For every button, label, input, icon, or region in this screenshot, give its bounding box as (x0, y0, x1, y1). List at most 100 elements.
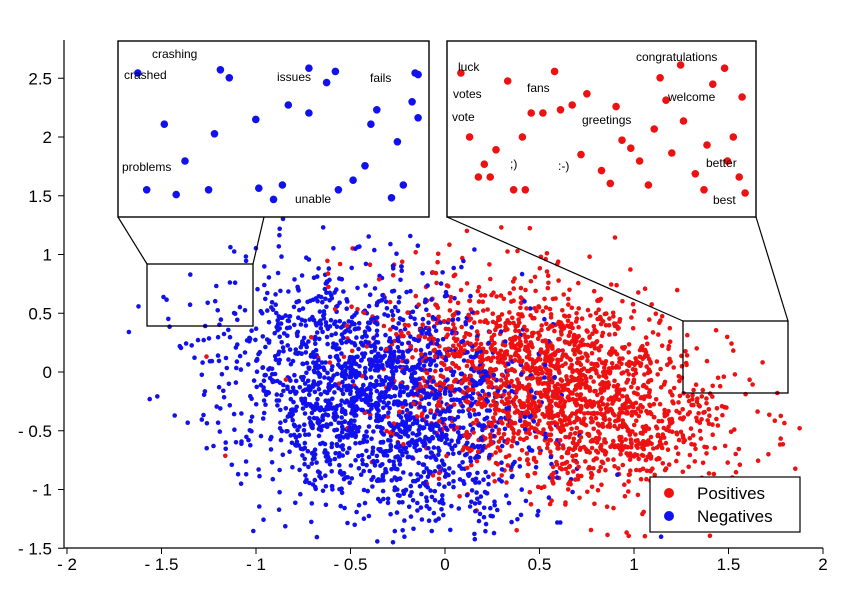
data-point-positives (687, 452, 693, 458)
data-point-positives (507, 414, 512, 419)
data-point-positives (653, 311, 659, 317)
data-point-negatives (330, 364, 335, 369)
data-point-positives (539, 327, 544, 333)
data-point-positives (620, 410, 625, 415)
data-point-negatives (452, 296, 457, 301)
data-point-negatives (499, 460, 504, 466)
data-point-positives (571, 436, 577, 442)
inset-point (160, 120, 169, 128)
inset-point (568, 101, 576, 109)
data-point-positives (632, 362, 637, 368)
data-point-negatives (279, 254, 284, 259)
data-point-positives (641, 453, 646, 459)
data-point-negatives (433, 328, 439, 334)
data-point-negatives (339, 351, 344, 356)
data-point-negatives (221, 388, 226, 394)
data-point-positives (690, 397, 695, 402)
data-point-positives (695, 396, 700, 402)
data-point-negatives (448, 527, 453, 533)
inset-point (172, 190, 180, 199)
data-point-positives (546, 421, 551, 426)
data-point-positives (504, 396, 509, 402)
data-point-negatives (333, 450, 338, 456)
data-point-negatives (303, 473, 308, 478)
data-point-positives (560, 308, 565, 313)
data-point-negatives (442, 417, 448, 422)
data-point-negatives (393, 444, 399, 450)
data-point-positives (559, 327, 565, 333)
data-point-positives (399, 330, 404, 336)
data-point-negatives (276, 349, 282, 355)
data-point-positives (511, 397, 517, 403)
data-point-positives (587, 335, 592, 340)
data-point-negatives (297, 424, 302, 429)
data-point-positives (649, 441, 654, 447)
data-point-positives (710, 432, 715, 438)
data-point-negatives (358, 358, 364, 363)
data-point-negatives (472, 412, 478, 417)
data-point-negatives (314, 534, 320, 540)
data-point-positives (671, 365, 676, 370)
data-point-positives (434, 280, 439, 286)
data-point-negatives (358, 472, 364, 478)
data-point-positives (667, 339, 673, 345)
y-tick-label: 0.5 (28, 304, 52, 323)
data-point-positives (527, 225, 533, 231)
inset-point (700, 186, 708, 194)
data-point-positives (666, 424, 671, 430)
data-point-positives (676, 437, 682, 443)
data-point-negatives (486, 474, 491, 480)
data-point-negatives (253, 402, 259, 407)
data-point-positives (728, 429, 734, 435)
data-point-negatives (283, 418, 288, 424)
data-point-positives (642, 286, 648, 292)
data-point-negatives (385, 500, 391, 506)
data-point-positives (559, 407, 565, 412)
data-point-positives (430, 473, 436, 478)
data-point-negatives (239, 441, 244, 447)
data-point-negatives (311, 275, 317, 281)
data-point-negatives (339, 398, 345, 404)
data-point-positives (706, 407, 712, 412)
data-point-positives (545, 409, 550, 414)
data-point-positives (591, 400, 596, 406)
data-point-positives (572, 400, 578, 406)
data-point-positives (596, 404, 602, 409)
data-point-negatives (324, 304, 329, 310)
data-point-negatives (361, 468, 367, 474)
data-point-positives (720, 412, 725, 418)
inset-point (650, 125, 658, 133)
data-point-negatives (472, 247, 477, 252)
data-point-positives (567, 330, 573, 335)
data-point-negatives (246, 437, 251, 443)
data-point-positives (550, 357, 555, 362)
data-point-negatives (387, 458, 392, 464)
data-point-negatives (200, 360, 205, 365)
data-point-negatives (420, 316, 426, 322)
data-point-positives (729, 341, 734, 346)
data-point-negatives (430, 434, 435, 440)
data-point-positives (576, 464, 581, 470)
data-point-negatives (455, 310, 461, 316)
data-point-negatives (325, 370, 330, 376)
data-point-negatives (427, 362, 433, 368)
data-point-negatives (312, 389, 318, 395)
data-point-positives (545, 273, 551, 279)
data-point-negatives (316, 266, 321, 271)
data-point-negatives (374, 404, 380, 409)
data-point-positives (619, 371, 624, 376)
data-point-negatives (238, 481, 244, 487)
data-point-negatives (322, 448, 328, 453)
data-point-positives (408, 344, 413, 349)
data-point-positives (606, 397, 611, 402)
data-point-negatives (517, 464, 523, 469)
data-point-positives (620, 356, 625, 361)
data-point-negatives (405, 392, 411, 397)
data-point-positives (480, 299, 486, 305)
data-point-negatives (323, 502, 329, 508)
data-point-positives (622, 494, 628, 499)
data-point-negatives (465, 440, 470, 446)
data-point-positives (674, 408, 679, 414)
data-point-positives (620, 462, 626, 468)
data-point-positives (643, 335, 649, 340)
